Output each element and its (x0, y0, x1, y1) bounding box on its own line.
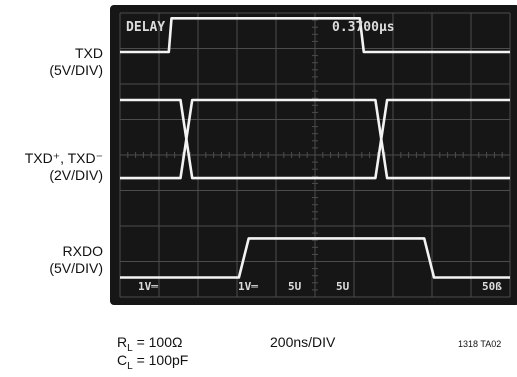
condition-rl: RL = 100Ω (117, 334, 182, 357)
readout-bottom-item: 1V═ (238, 280, 258, 293)
condition-cl-subscript: L (127, 360, 133, 372)
readout-top-left: DELAY (126, 20, 165, 35)
graticule (119, 12, 511, 298)
condition-rl-symbol: R (117, 334, 128, 350)
oscilloscope-screen: DELAY 0.3700µs 1V═ 1V═ 5U 5U 50ß (110, 5, 517, 305)
condition-rl-subscript: L (127, 342, 133, 354)
trace-1 (120, 98, 510, 180)
condition-cl: CL = 100pF (117, 352, 188, 375)
label-txd: TXD (5V/DIV) (49, 45, 103, 79)
readout-bottom-item: 50ß (482, 280, 502, 293)
condition-cl-value: = 100pF (132, 352, 189, 368)
traces (120, 17, 510, 279)
readout-bottom: 1V═ 1V═ 5U 5U 50ß (138, 280, 502, 293)
label-rxdo: RXDO (5V/DIV) (49, 243, 103, 277)
label-rxdo-name: RXDO (62, 243, 103, 259)
label-txd-diff-name: TXD⁺, TXD⁻ (24, 150, 103, 166)
figure-code: 1318 TA02 (458, 339, 502, 349)
label-txd-diff-scale: (2V/DIV) (49, 167, 103, 183)
label-txd-name: TXD (75, 45, 103, 61)
label-txd-diff: TXD⁺, TXD⁻ (2V/DIV) (25, 150, 103, 184)
trace-2 (120, 237, 510, 279)
readout-bottom-item: 5U (336, 280, 350, 293)
label-txd-scale: (5V/DIV) (49, 62, 103, 78)
label-rxdo-scale: (5V/DIV) (49, 260, 103, 276)
readout-top-right: 0.3700µs (332, 20, 395, 35)
readout-bottom-item: 1V═ (138, 280, 158, 293)
condition-cl-symbol: C (117, 352, 128, 368)
readout-bottom-item: 5U (288, 280, 302, 293)
trace-0 (120, 17, 510, 54)
trace-1-complement (120, 98, 510, 180)
condition-rl-value: = 100Ω (132, 334, 183, 350)
timebase-label: 200ns/DIV (270, 334, 336, 350)
